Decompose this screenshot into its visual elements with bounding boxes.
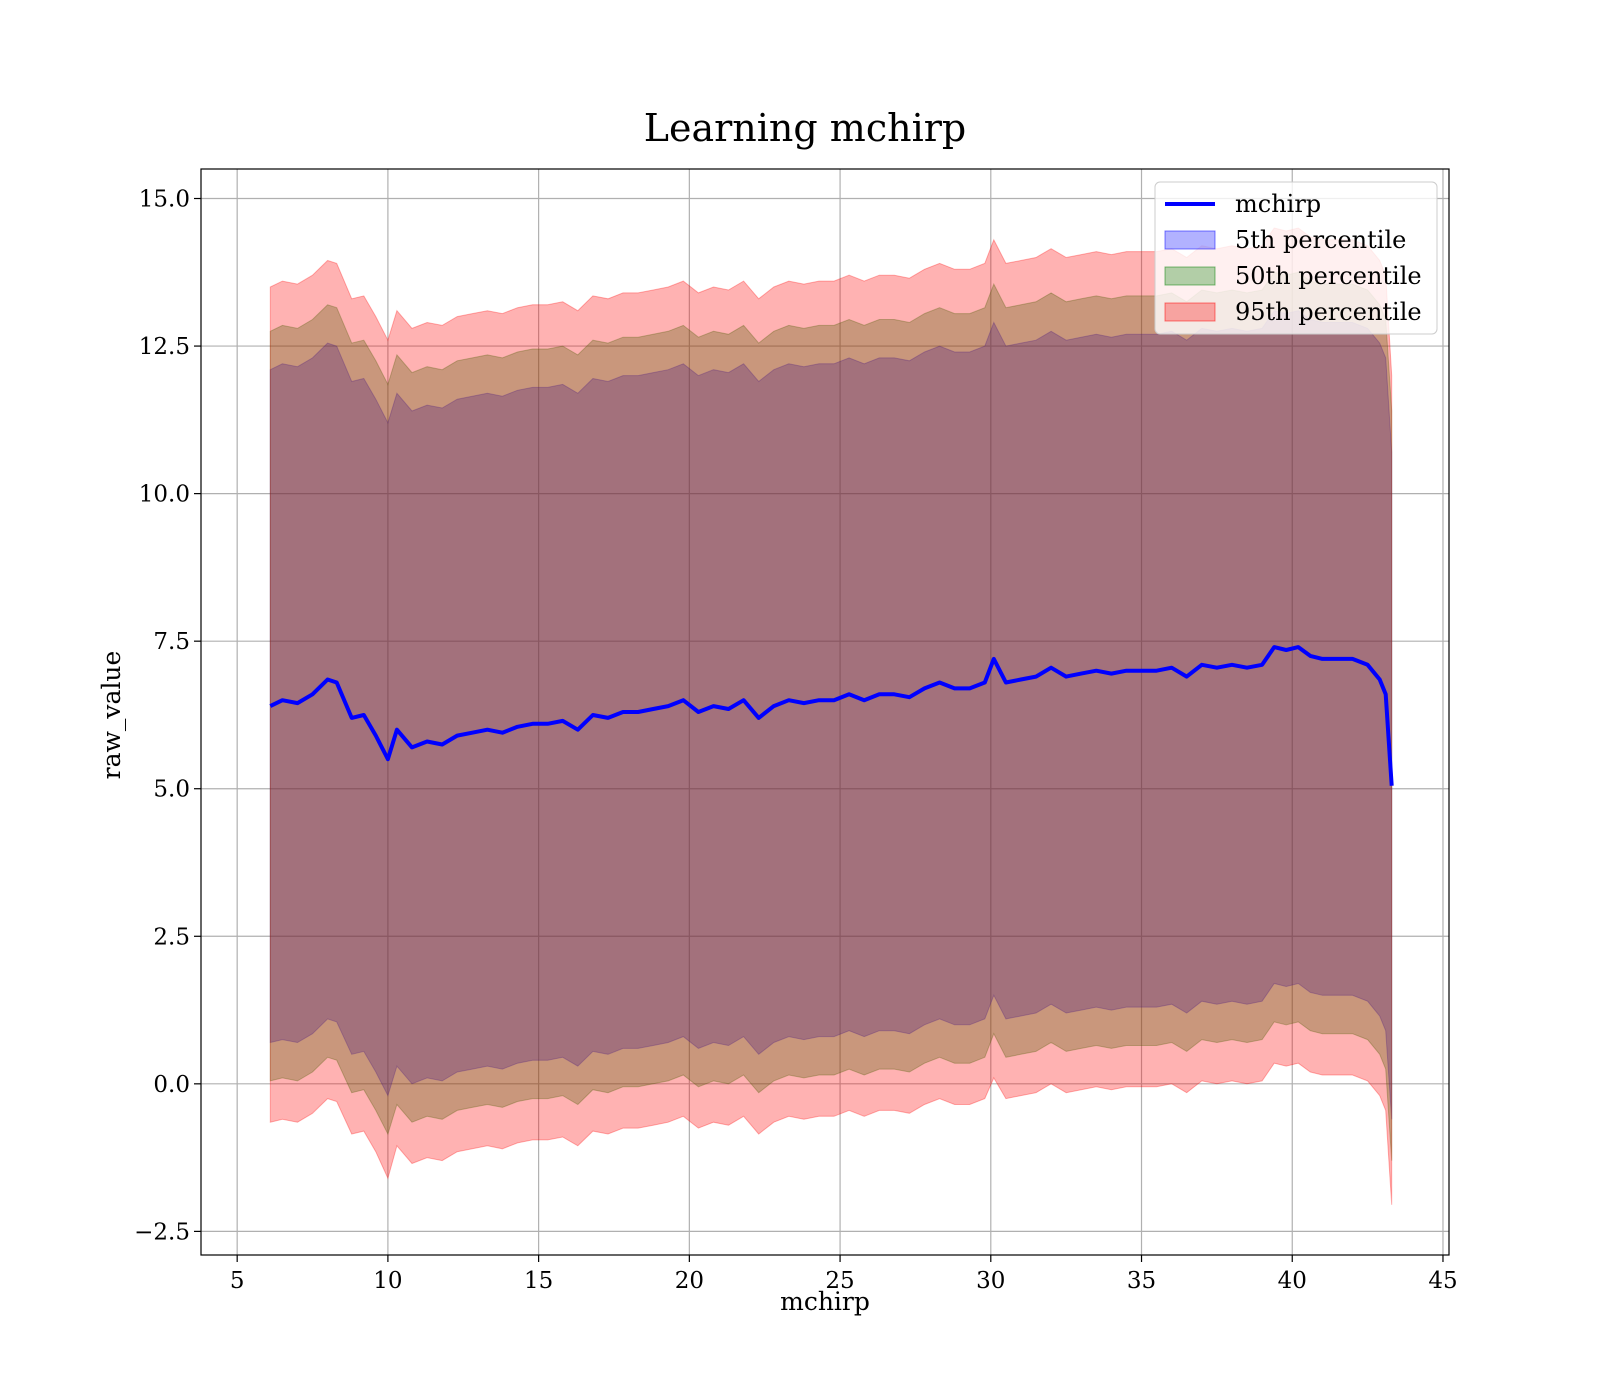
band-5th-percentile xyxy=(269,310,1393,1120)
y-tick-label: 2.5 xyxy=(153,924,190,950)
legend: mchirp 5th percentile 50th percentile 95th … xyxy=(1154,181,1438,335)
y-tick-label: 0.0 xyxy=(153,1072,190,1098)
legend-band-swatch xyxy=(1164,302,1216,322)
data-lines xyxy=(269,645,1394,786)
y-tick-label: 10.0 xyxy=(139,482,190,508)
x-tick-label: 15 xyxy=(524,1268,553,1294)
y-tick-label: 12.5 xyxy=(139,334,190,360)
legend-box xyxy=(1154,181,1438,335)
grid-lines xyxy=(201,169,1449,1255)
x-tick-label: 10 xyxy=(373,1268,402,1294)
plot-area-frame xyxy=(200,168,1450,1256)
band-95th-percentile xyxy=(269,227,1393,1205)
legend-entry-label: 95th percentile xyxy=(1235,298,1422,326)
legend-entry-label: mchirp xyxy=(1235,190,1321,218)
legend-band-swatch xyxy=(1164,266,1216,286)
y-tick-label: 7.5 xyxy=(153,629,190,655)
axis-ticks: 5 10 15 20 25 30 35 40 45 −2.5 0.0 2.5 5.0 7.5 10.0 12.… xyxy=(134,187,1457,1294)
legend-entry-label: 50th percentile xyxy=(1235,262,1422,290)
x-tick-label: 20 xyxy=(675,1268,704,1294)
percentile-bands xyxy=(269,227,1393,1205)
chart-title: Learning mchirp xyxy=(644,106,966,150)
x-tick-label: 35 xyxy=(1127,1268,1156,1294)
x-axis-label: mchirp xyxy=(780,1287,870,1316)
y-axis-label: raw_value xyxy=(97,651,126,780)
x-tick-label: 5 xyxy=(230,1268,245,1294)
y-tick-label: 15.0 xyxy=(139,187,190,213)
y-tick-label: −2.5 xyxy=(134,1219,190,1245)
legend-entry-label: 5th percentile xyxy=(1235,226,1406,254)
x-tick-label: 45 xyxy=(1428,1268,1457,1294)
y-tick-label: 5.0 xyxy=(153,777,190,803)
x-tick-label: 25 xyxy=(825,1268,854,1294)
series-line-mchirp xyxy=(269,645,1394,786)
x-tick-label: 30 xyxy=(976,1268,1005,1294)
x-tick-label: 40 xyxy=(1278,1268,1307,1294)
band-50th-percentile xyxy=(269,271,1393,1161)
legend-band-swatch xyxy=(1164,230,1216,250)
